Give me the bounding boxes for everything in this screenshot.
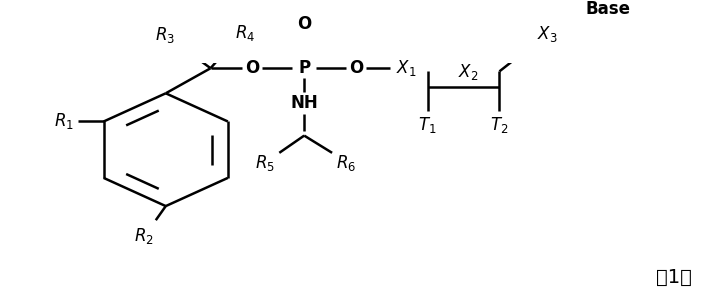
Text: $R_5$: $R_5$ [255, 153, 275, 173]
Text: （1）: （1） [656, 268, 691, 287]
Text: P: P [298, 59, 310, 77]
Text: $T_1$: $T_1$ [418, 115, 437, 135]
Text: $R_4$: $R_4$ [235, 23, 255, 43]
Text: $X_1$: $X_1$ [395, 58, 416, 78]
Text: O: O [245, 59, 260, 77]
Text: NH: NH [290, 94, 318, 112]
Text: O: O [349, 59, 363, 77]
Text: $R_1$: $R_1$ [54, 112, 74, 131]
Text: Base: Base [586, 1, 631, 18]
Text: O: O [297, 15, 311, 33]
Text: $R_2$: $R_2$ [134, 226, 154, 246]
Text: $R_6$: $R_6$ [336, 153, 356, 173]
Text: $T_2$: $T_2$ [490, 115, 508, 135]
Text: $R_3$: $R_3$ [154, 25, 174, 45]
Text: $X_3$: $X_3$ [537, 24, 558, 44]
Text: $X_2$: $X_2$ [458, 62, 479, 82]
